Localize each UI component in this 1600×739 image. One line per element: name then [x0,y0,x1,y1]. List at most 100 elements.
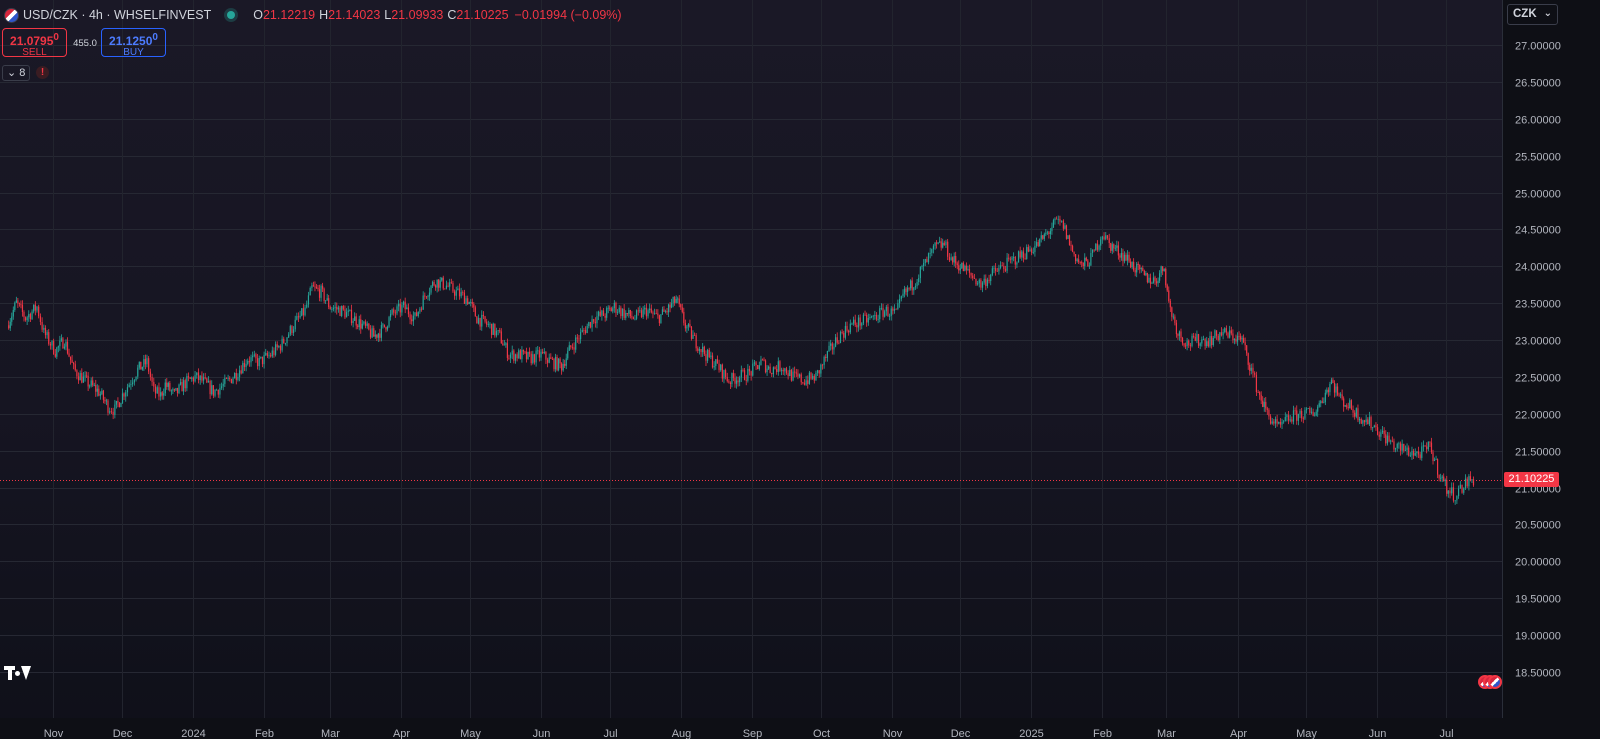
candle [166,378,168,390]
candle [968,264,971,278]
candle [1061,220,1063,223]
candle [189,376,191,380]
candle [849,319,851,335]
candle [1327,387,1329,397]
economic-events-icon[interactable] [1478,675,1504,689]
candle [1330,377,1333,385]
candle [184,378,186,392]
candle [1040,231,1042,243]
candle [772,366,774,378]
candle [1367,417,1369,425]
candle [1181,336,1184,346]
candle [44,325,47,339]
candle [866,312,868,327]
candle [1449,487,1451,499]
time-tick-label: Feb [255,728,274,739]
candle [908,287,910,291]
price-axis-background[interactable] [1502,0,1600,739]
candle [776,365,778,375]
candle [998,264,1000,275]
candle [586,323,588,334]
candle [167,381,169,391]
candle [1123,251,1126,264]
candle [273,347,275,358]
alert-icon[interactable]: ! [36,66,49,79]
buy-button[interactable]: 21.12500 BUY [101,28,166,58]
candle [497,329,499,336]
candle [201,371,203,383]
candle [1162,266,1164,276]
sell-button[interactable]: 21.07950 SELL [2,28,67,58]
candle [433,280,435,287]
candle [978,278,980,288]
candle [1212,335,1214,347]
candle [460,287,462,299]
candle [1100,236,1102,251]
candle [943,240,945,246]
candle [438,279,440,292]
candle [1309,406,1311,415]
candle [1049,228,1052,240]
candle [288,332,290,339]
candle [1191,333,1193,348]
currency-select[interactable]: CZK ⌄ [1507,4,1558,25]
candle [1151,281,1153,284]
time-axis-background[interactable] [0,718,1600,739]
candle [1370,415,1372,431]
candle [297,312,300,322]
candle [1263,397,1265,412]
candle [826,350,828,362]
candle [360,314,362,334]
candle [95,379,97,397]
candle [509,352,512,364]
candle [1064,222,1066,230]
candle [412,311,414,326]
candle [1301,407,1303,422]
candle [953,252,955,267]
candle [238,365,241,382]
candle [489,322,491,329]
candle [583,327,585,335]
candle [554,353,557,373]
indicator-count: 8 [19,67,26,79]
candle [391,308,393,316]
tradingview-logo[interactable] [4,664,32,682]
candle [758,361,760,371]
candle [964,264,966,272]
candle [422,291,424,310]
candle [28,310,30,322]
candle [256,353,259,370]
candle [173,388,176,392]
candle [1219,331,1221,344]
candle [1324,389,1326,406]
candle [661,306,664,316]
candle [977,280,979,286]
price-axis: 27.00000 26.50000 26.00000 25.50000 25.00000… [1502,0,1600,739]
candle [995,263,997,276]
candle [179,378,182,386]
low-value: 21.09933 [391,8,444,22]
candle [66,337,69,355]
candle [1349,398,1351,409]
candle [299,310,301,319]
candle [148,356,150,375]
candle [1032,247,1034,255]
candle [550,353,552,359]
candle [495,327,498,338]
candle [56,346,58,360]
candle [578,335,580,345]
candle [243,359,246,371]
candle [235,368,237,385]
candle [409,311,411,325]
candle [657,309,659,319]
candle [580,328,582,344]
symbol-title[interactable]: USD/CZK · 4h · WHSELFINVEST [23,8,212,22]
candle [98,385,100,397]
indicators-toggle-button[interactable]: ⌄ 8 [2,65,31,81]
candle [1307,408,1309,409]
candle [135,376,137,382]
candle [729,381,732,389]
candle [416,308,418,317]
candle [358,315,360,331]
